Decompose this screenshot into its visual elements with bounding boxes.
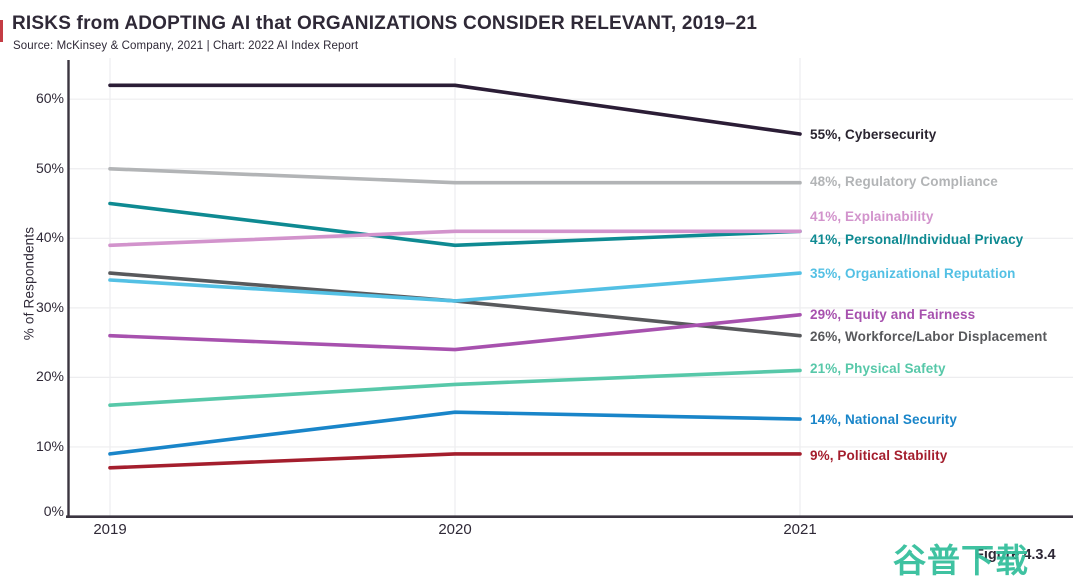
- series-line-organizational-reputation: [108, 271, 802, 303]
- series-line-regulatory-compliance: [108, 167, 802, 185]
- series-line-national-security: [108, 410, 802, 456]
- series-line-explainability: [108, 229, 802, 248]
- watermark: 谷普下载: [893, 542, 1029, 579]
- series-line-equity-and-fairness: [108, 312, 802, 352]
- series-line-personal-individual-privacy: [108, 201, 802, 248]
- chart-title: RISKS from ADOPTING AI that ORGANIZATION…: [12, 13, 758, 34]
- series-line-political-stability: [108, 452, 802, 470]
- left-edge-artifact: [0, 20, 3, 42]
- chart-source: Source: McKinsey & Company, 2021 | Chart…: [13, 40, 359, 52]
- series-line-cybersecurity: [108, 83, 802, 136]
- series-line-physical-safety: [108, 368, 802, 408]
- figure-number: Figure 4.3.4: [975, 547, 1056, 563]
